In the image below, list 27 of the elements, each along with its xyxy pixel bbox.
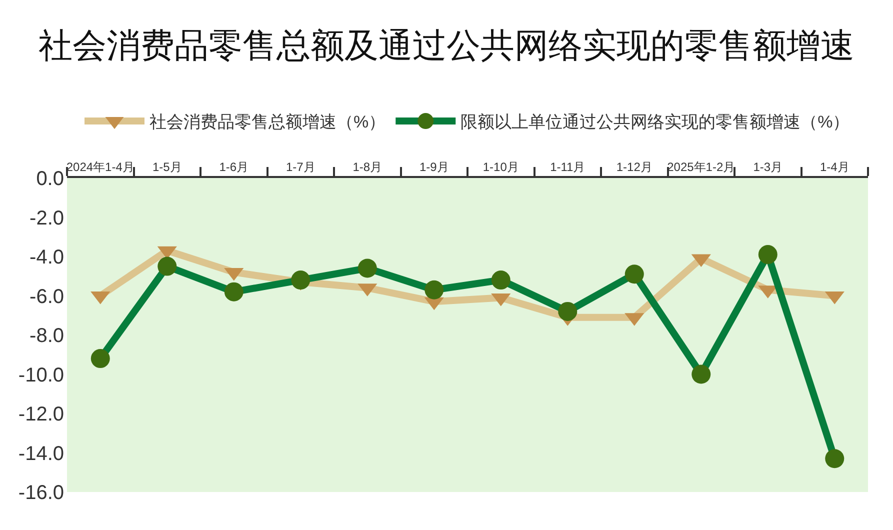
- x-tick-label: 1-4月: [820, 160, 850, 174]
- x-tick-label: 1-5月: [152, 160, 182, 174]
- y-tick-label: -12.0: [18, 404, 64, 426]
- y-tick-label: -4.0: [30, 246, 64, 268]
- chart-title: 社会消费品零售总额及通过公共网络实现的零售额增速: [38, 26, 854, 65]
- x-tick-label: 1-3月: [753, 160, 783, 174]
- point: [825, 449, 844, 468]
- y-tick-label: -16.0: [18, 482, 64, 504]
- x-tick-label: 1-12月: [616, 160, 652, 174]
- x-tick-label: 1-8月: [352, 160, 382, 174]
- y-tick-label: -2.0: [30, 207, 64, 230]
- x-tick-label: 1-7月: [286, 160, 316, 174]
- x-tick-label: 2024年1-4月: [66, 160, 134, 174]
- y-tick-label: 0.0: [36, 168, 64, 190]
- x-tick-label: 1-11月: [550, 160, 586, 174]
- x-tick-label: 1-10月: [482, 160, 519, 174]
- legend-label: 限额以上单位通过公共网络实现的零售额增速（%）: [460, 112, 850, 132]
- point: [692, 364, 711, 384]
- y-tick-label: -8.0: [30, 325, 64, 347]
- y-tick-label: -6.0: [30, 286, 64, 308]
- legend-label: 社会消费品零售总额增速（%）: [150, 112, 386, 132]
- point: [90, 349, 110, 368]
- x-tick-label: 1-6月: [219, 160, 249, 174]
- y-tick-label: -10.0: [18, 364, 64, 386]
- y-tick-label: -14.0: [18, 442, 64, 465]
- x-tick-label: 1-9月: [419, 160, 449, 174]
- x-tick-label: 2025年1-2月: [667, 160, 736, 174]
